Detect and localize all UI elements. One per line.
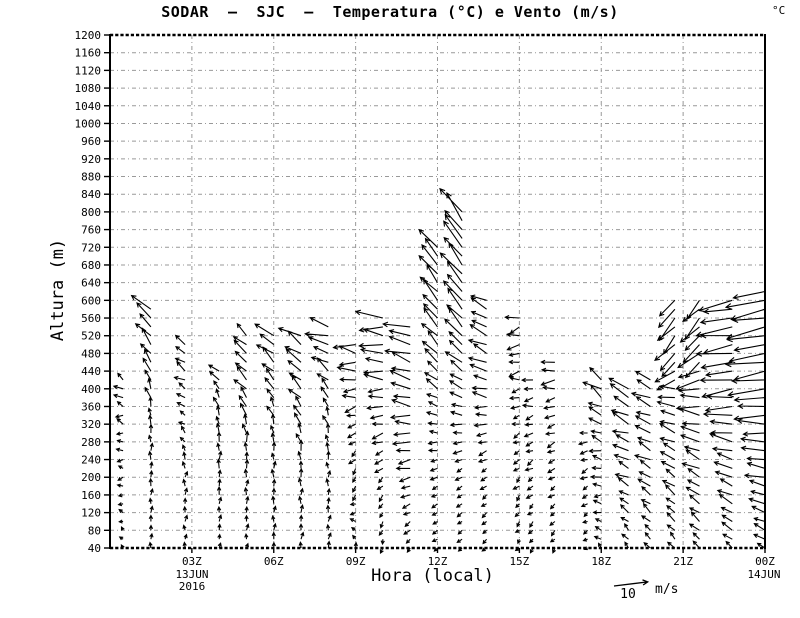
y-tick-label: 960 bbox=[81, 135, 101, 148]
wind-vector-column bbox=[577, 430, 589, 551]
y-tick-label: 1160 bbox=[75, 47, 102, 60]
wind-vector-column bbox=[724, 290, 766, 549]
y-tick-label: 520 bbox=[81, 330, 101, 343]
y-tick-label: 1200 bbox=[75, 29, 102, 42]
y-tick-label: 800 bbox=[81, 206, 101, 219]
start-year-label: 2016 bbox=[178, 580, 206, 593]
y-tick-label: 640 bbox=[81, 277, 101, 290]
wind-vector-column bbox=[112, 372, 125, 549]
wind-vector-column bbox=[582, 366, 602, 549]
y-tick-label: 760 bbox=[81, 224, 101, 237]
y-tick-label: 560 bbox=[81, 312, 101, 325]
y-tick-label: 1080 bbox=[75, 82, 102, 95]
wind-vector-column bbox=[540, 359, 556, 554]
x-tick-label: 03Z bbox=[182, 555, 202, 568]
wind-vector-column bbox=[277, 326, 305, 549]
x-tick-label: 15Z bbox=[509, 555, 529, 568]
reference-vector-value: 10 bbox=[620, 587, 636, 602]
wind-vector-column bbox=[675, 299, 700, 549]
wind-vector-column bbox=[418, 228, 438, 552]
chart-title: SODAR – SJC – Temperatura (°C) e Vento (… bbox=[161, 3, 619, 21]
y-axis-label: Altura (m) bbox=[48, 238, 68, 342]
wind-vector-column bbox=[439, 187, 463, 552]
x-tick-label: 09Z bbox=[346, 555, 366, 568]
y-tick-label: 240 bbox=[81, 454, 101, 467]
wind-vector-column bbox=[304, 317, 332, 549]
y-tick-label: 80 bbox=[88, 524, 101, 537]
x-tick-label: 00Z bbox=[755, 555, 775, 568]
wind-vector-column bbox=[173, 334, 189, 549]
wind-vector-column bbox=[630, 370, 651, 549]
y-tick-label: 480 bbox=[81, 347, 101, 360]
x-tick-label: 18Z bbox=[591, 555, 611, 568]
y-tick-label: 440 bbox=[81, 365, 101, 378]
x-axis-ticks: 03Z 06Z 09Z 12Z 15Z 18Z 21Z 00Z bbox=[182, 548, 775, 568]
y-tick-label: 280 bbox=[81, 436, 101, 449]
y-tick-label: 400 bbox=[81, 383, 101, 396]
wind-vector-column bbox=[254, 323, 277, 549]
y-tick-label: 600 bbox=[81, 294, 101, 307]
colorbar-units-label: °C bbox=[772, 4, 786, 17]
y-axis-ticks: 40 80 120 160 200 240 280 320 360 400 440 480 520 560… bbox=[75, 29, 110, 555]
wind-vector-column bbox=[654, 299, 676, 549]
wind-vector-column bbox=[207, 364, 223, 549]
wind-vector-column bbox=[695, 299, 733, 549]
y-tick-label: 160 bbox=[81, 489, 101, 502]
wind-vector-column bbox=[504, 314, 521, 552]
y-tick-label: 200 bbox=[81, 471, 101, 484]
wind-vector-column bbox=[332, 344, 358, 549]
wind-vector-column bbox=[382, 321, 411, 553]
y-tick-label: 680 bbox=[81, 259, 101, 272]
y-tick-label: 320 bbox=[81, 418, 101, 431]
x-tick-label: 06Z bbox=[264, 555, 284, 568]
x-tick-label: 21Z bbox=[673, 555, 693, 568]
y-tick-label: 1040 bbox=[75, 100, 102, 113]
y-tick-label: 720 bbox=[81, 241, 101, 254]
y-tick-label: 840 bbox=[81, 188, 101, 201]
wind-vector-column bbox=[521, 377, 534, 554]
y-tick-label: 1000 bbox=[75, 117, 102, 130]
reference-vector-unit: m/s bbox=[655, 582, 679, 597]
y-tick-label: 40 bbox=[88, 542, 101, 555]
wind-vector-column bbox=[608, 377, 629, 549]
x-tick-label: 12Z bbox=[428, 555, 448, 568]
y-tick-label: 120 bbox=[81, 507, 101, 520]
x-axis-label: Hora (local) bbox=[371, 566, 494, 586]
y-tick-label: 880 bbox=[81, 171, 101, 184]
start-date-label: 13JUN bbox=[175, 568, 209, 581]
y-tick-label: 360 bbox=[81, 400, 101, 413]
wind-vectors bbox=[112, 187, 766, 555]
wind-vector-column bbox=[130, 294, 154, 549]
y-tick-label: 920 bbox=[81, 153, 101, 166]
end-date-label: 14JUN bbox=[747, 568, 781, 581]
wind-vector-column bbox=[467, 294, 488, 552]
reference-vector-arrow bbox=[613, 579, 650, 587]
y-tick-label: 1120 bbox=[75, 64, 102, 77]
wind-vector-column bbox=[354, 309, 385, 555]
wind-vector-column bbox=[232, 322, 250, 549]
